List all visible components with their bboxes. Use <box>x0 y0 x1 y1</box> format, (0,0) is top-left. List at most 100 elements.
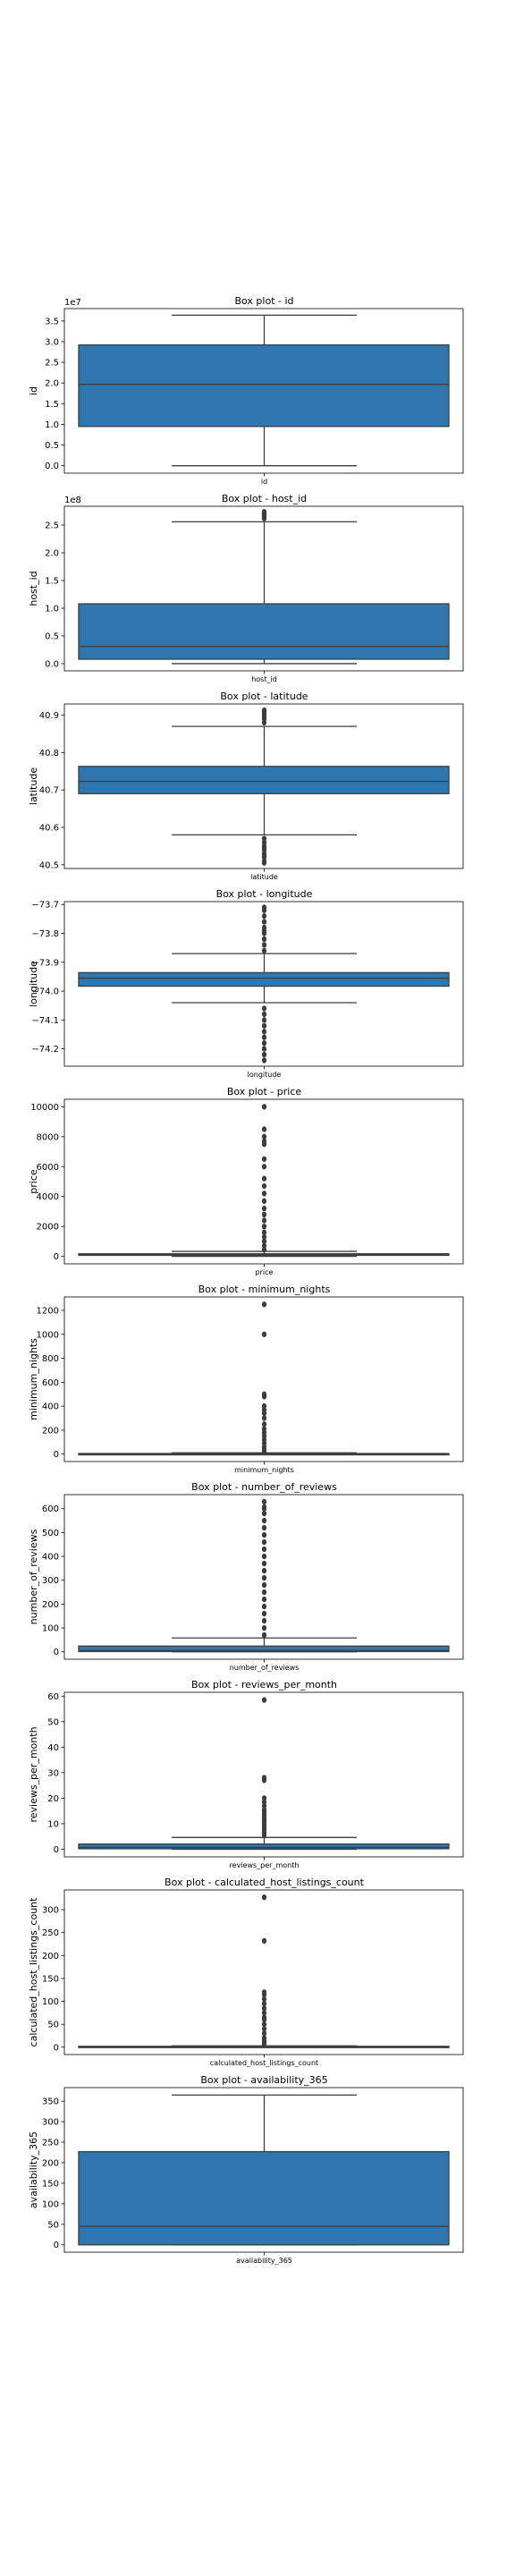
chart-4-ytick-label-5: −73.8 <box>31 929 59 939</box>
chart-5-ytick-label-1: 0 <box>54 1252 59 1262</box>
chart-4-outlier-15 <box>261 1029 267 1035</box>
chart-2-box <box>78 603 450 660</box>
chart-7-ytick-label-7: 600 <box>42 1504 59 1514</box>
chart-5-outlier-13 <box>261 1175 267 1182</box>
chart-3-outlier-7 <box>261 707 267 714</box>
chart-5-outlier-20 <box>261 1104 267 1110</box>
chart-7-outlier-21 <box>261 1498 267 1505</box>
chart-5-outlier-18 <box>261 1133 267 1140</box>
chart-7-title: Box plot - number_of_reviews <box>191 1481 337 1493</box>
chart-6-ytick-label-2: 200 <box>42 1426 59 1436</box>
chart-3-ytick-label-2: 40.6 <box>39 824 59 834</box>
chart-7-outlier-14 <box>261 1538 267 1546</box>
chart-1-ytick-label-6: 2.5 <box>45 359 59 369</box>
chart-2-title: Box plot - host_id <box>222 493 307 504</box>
chart-8-ytick-label-1: 0 <box>54 1845 59 1855</box>
chart-4-title: Box plot - longitude <box>216 888 313 900</box>
chart-6-ytick-label-3: 400 <box>42 1402 59 1412</box>
chart-7-outlier-12 <box>261 1553 267 1560</box>
chart-6-outlier-10 <box>261 1415 267 1421</box>
chart-7-outlier-15 <box>261 1531 267 1538</box>
chart-6-ylabel: minimum_nights <box>28 1338 39 1420</box>
chart-4-ytick-label-1: −74.2 <box>31 1045 59 1055</box>
chart-7-xlabel: number_of_reviews <box>230 1664 300 1672</box>
chart-3-axes-frame <box>63 703 464 869</box>
chart-1-title: Box plot - id <box>234 295 293 307</box>
chart-1-ytick-label-4: 1.5 <box>45 400 59 410</box>
chart-9-outlier-12 <box>261 2000 267 2007</box>
chart-10-ytick-label-5: 200 <box>42 2158 59 2168</box>
chart-6-ytick-label-5: 800 <box>42 1354 59 1364</box>
chart-6-ytick-label-4: 600 <box>42 1378 59 1388</box>
chart-9-ylabel: calculated_host_listings_count <box>28 1897 39 2047</box>
chart-4-outlier-8 <box>261 912 267 919</box>
chart-4-axes-frame <box>63 901 464 1067</box>
chart-5-outlier-10 <box>261 1198 267 1204</box>
chart-2-xlabel: host_id <box>251 675 277 683</box>
chart-9-ytick-label-7: 300 <box>42 1906 59 1916</box>
chart-2-outlier-9 <box>261 508 267 515</box>
chart-1-axes-frame <box>63 308 464 474</box>
chart-4-outlier-12 <box>261 1011 267 1018</box>
chart-7-ytick-label-3: 200 <box>42 1600 59 1610</box>
chart-1-panel: Box plot - id 0.0 0.5 1.0 1.5 2.0 2.5 3.0 3.5 1e7… <box>28 295 464 486</box>
chart-4-ytick-label-3: −74.0 <box>31 987 59 997</box>
chart-10-ytick-label-7: 300 <box>42 2118 59 2128</box>
chart-5-ytick-label-3: 4000 <box>37 1192 59 1202</box>
chart-7-outlier-2 <box>261 1624 267 1631</box>
chart-7-outlier-9 <box>261 1574 267 1581</box>
chart-10-ytick-label-8: 350 <box>42 2097 59 2107</box>
chart-7-ylabel: number_of_reviews <box>28 1529 39 1624</box>
chart-4-outlier-18 <box>261 1046 267 1052</box>
chart-6-outlier-17 <box>261 1301 267 1308</box>
chart-2-ytick-label-3: 1.0 <box>45 604 59 614</box>
chart-9-ytick-label-2: 50 <box>47 2021 59 2030</box>
chart-3-ytick-label-3: 40.7 <box>39 786 59 796</box>
chart-8-outlier-14 <box>261 1795 267 1801</box>
chart-4-ytick-label-6: −73.7 <box>31 901 59 911</box>
chart-3-outlier-17 <box>261 860 267 866</box>
chart-8-ylabel: reviews_per_month <box>28 1726 39 1822</box>
chart-1-offset-text: 1e7 <box>64 298 81 308</box>
chart-8-ytick-label-5: 40 <box>47 1743 59 1753</box>
chart-7-panel: Box plot - number_of_reviews 0 100 200 300 40… <box>28 1481 464 1672</box>
chart-1-ytick-label-7: 3.0 <box>45 337 59 347</box>
chart-5-outlier-8 <box>261 1211 267 1218</box>
chart-2-axes-frame <box>63 505 464 672</box>
chart-4-outlier-1 <box>261 947 267 954</box>
chart-3-ytick-label-1: 40.5 <box>39 860 59 870</box>
chart-7-ytick-label-4: 300 <box>42 1576 59 1586</box>
chart-4-box <box>78 971 450 987</box>
chart-5-outlier-9 <box>261 1205 267 1212</box>
chart-4-xlabel: longitude <box>248 1071 282 1079</box>
chart-5-outlier-12 <box>261 1182 267 1190</box>
chart-6-panel: Box plot - minimum_nights 0 200 400 600 800 10… <box>28 1284 464 1474</box>
chart-9-outlier-13 <box>261 1996 267 2003</box>
chart-1-ytick-label-8: 3.5 <box>45 317 59 326</box>
chart-4-outlier-20 <box>261 1057 267 1063</box>
chart-4-outlier-19 <box>261 1051 267 1058</box>
chart-5-ytick-label-6: 10000 <box>30 1103 59 1113</box>
chart-5-outlier-4 <box>261 1233 267 1241</box>
chart-7-outlier-16 <box>261 1524 267 1531</box>
chart-9-outlier-16 <box>261 1937 267 1945</box>
chart-4-ytick-label-4: −73.9 <box>31 958 59 968</box>
chart-7-outlier-7 <box>261 1589 267 1596</box>
chart-4-ytick-label-2: −74.1 <box>31 1016 59 1026</box>
chart-5-outlier-2 <box>261 1242 267 1250</box>
chart-9-title: Box plot - calculated_host_listings_coun… <box>165 1877 365 1888</box>
chart-10-ytick-label-2: 50 <box>47 2220 59 2230</box>
chart-4-outlier-13 <box>261 1017 267 1023</box>
chart-10-panel: Box plot - availability_365 0 50 100 150 200 2… <box>28 2074 464 2265</box>
chart-3-xlabel: latitude <box>250 873 278 881</box>
chart-7-outlier-17 <box>261 1517 267 1524</box>
chart-10-axes-frame <box>63 2087 464 2253</box>
chart-7-outlier-20 <box>261 1504 267 1511</box>
chart-10-ytick-label-3: 100 <box>42 2199 59 2209</box>
chart-2-ytick-label-1: 0.0 <box>45 659 59 669</box>
chart-9-outlier-17 <box>261 1894 267 1901</box>
chart-6-axes-frame <box>63 1296 464 1462</box>
chart-4-outlier-17 <box>261 1039 267 1046</box>
chart-4-outlier-3 <box>261 936 267 943</box>
chart-1-box <box>78 344 450 428</box>
